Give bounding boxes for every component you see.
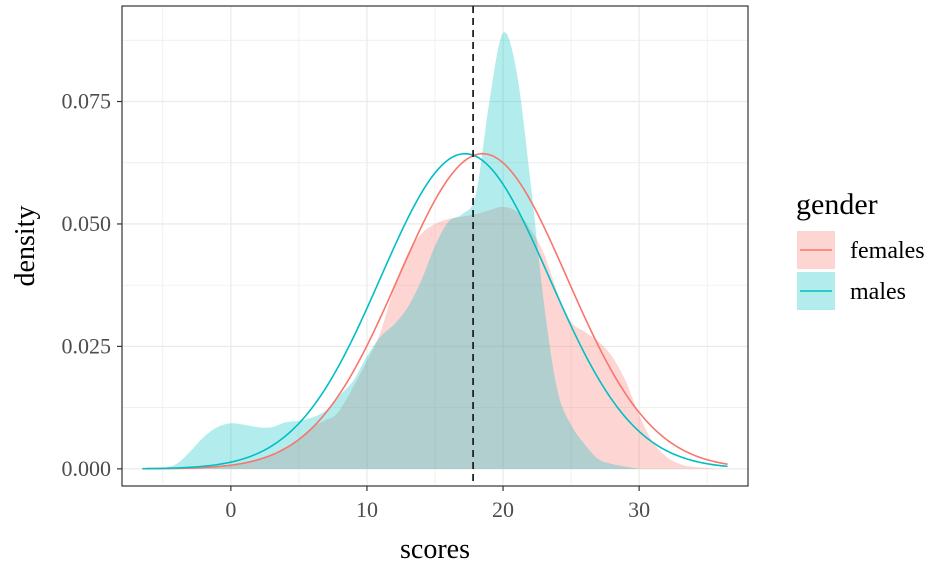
legend: gender females males bbox=[796, 188, 925, 310]
density-area-females bbox=[149, 206, 721, 469]
legend-title: gender bbox=[796, 188, 878, 221]
x-tick-label: 0 bbox=[225, 497, 236, 522]
y-tick-label: 0.050 bbox=[62, 211, 112, 236]
density-areas bbox=[149, 32, 721, 469]
normal-curve-males bbox=[142, 152, 728, 470]
x-axis-ticks: 0 10 20 30 bbox=[225, 486, 650, 522]
density-area-males bbox=[149, 32, 640, 469]
y-axis-ticks: 0.000 0.025 0.050 0.075 bbox=[62, 89, 122, 481]
legend-label-females: females bbox=[850, 238, 925, 264]
y-tick-label: 0.000 bbox=[62, 456, 112, 481]
normal-curve-females bbox=[142, 152, 728, 470]
legend-label-males: males bbox=[850, 279, 906, 305]
grid-lines bbox=[122, 6, 748, 486]
normal-curves bbox=[142, 152, 728, 470]
plot-panel-border bbox=[121, 5, 749, 487]
x-tick-label: 20 bbox=[492, 497, 514, 522]
x-axis-title: scores bbox=[400, 534, 470, 565]
x-tick-label: 10 bbox=[356, 497, 378, 522]
y-axis-title: density bbox=[10, 206, 41, 287]
y-tick-label: 0.025 bbox=[62, 333, 112, 358]
x-tick-label: 30 bbox=[628, 497, 650, 522]
y-tick-label: 0.075 bbox=[62, 89, 112, 114]
